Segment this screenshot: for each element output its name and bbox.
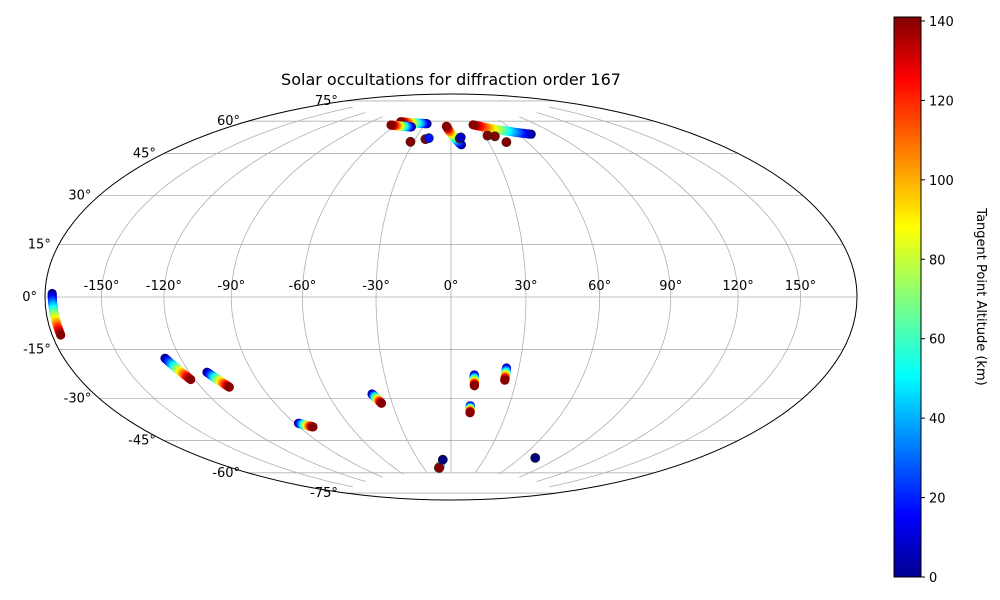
longitude-tick-label: -90° [217, 279, 245, 294]
track-point [386, 120, 396, 130]
longitude-tick-label: 120° [722, 279, 753, 294]
latitude-tick-label: 0° [22, 290, 37, 305]
track-point [376, 398, 387, 408]
colorbar-gradient [893, 16, 922, 578]
longitude-tick-label: 30° [514, 279, 537, 294]
track-point [56, 330, 66, 340]
longitude-tick-label: 150° [785, 279, 816, 294]
colorbar-tick-label: 40 [929, 412, 946, 427]
latitude-tick-label: -75° [310, 486, 338, 501]
data-point [501, 137, 512, 147]
longitude-tick-label: -150° [83, 279, 119, 294]
track-point [224, 382, 234, 392]
chart-title: Solar occultations for diffraction order… [281, 70, 621, 89]
latitude-tick-label: 30° [68, 189, 91, 204]
colorbar-tick-label: 60 [929, 333, 946, 348]
longitude-tick-label: -120° [146, 279, 182, 294]
data-point [437, 454, 448, 465]
data-point [530, 452, 541, 463]
data-tracks [47, 117, 536, 473]
data-point [405, 136, 416, 147]
latitude-tick-label: 75° [315, 94, 338, 109]
colorbar-ticks: 0 20 40 60 80 100 120 140 [921, 15, 954, 586]
colorbar: 0 20 40 60 80 100 120 140 Tangent Point Altitud… [893, 15, 988, 586]
data-point [434, 462, 445, 473]
latitude-tick-label: 60° [217, 114, 240, 129]
colorbar-tick-label: 0 [929, 571, 937, 586]
latitude-tick-label: -60° [212, 466, 240, 481]
data-point [455, 132, 466, 143]
longitude-tick-label: -60° [289, 279, 317, 294]
track-point [186, 374, 196, 385]
track-point [308, 422, 318, 432]
colorbar-label: Tangent Point Altitude (km) [973, 207, 988, 385]
colorbar-tick-label: 140 [929, 15, 954, 30]
data-point [489, 131, 500, 142]
track-point [465, 408, 475, 418]
longitude-tick-label: 90° [659, 279, 682, 294]
map-gridlines [45, 100, 857, 494]
track-point [500, 375, 510, 385]
colorbar-tick-label: 80 [929, 253, 946, 268]
longitude-tick-labels: -150° -120° -90° -60° -30° 0° 30° 60° 90° 120° 150… [83, 279, 816, 294]
longitude-tick-label: 0° [444, 279, 459, 294]
colorbar-tick-label: 20 [929, 492, 946, 507]
longitude-tick-label: 60° [588, 279, 611, 294]
latitude-tick-label: 15° [28, 237, 51, 252]
latitude-tick-label: 45° [133, 146, 156, 161]
track-point [468, 120, 478, 130]
longitude-tick-label: -30° [362, 279, 390, 294]
latitude-tick-label: -45° [128, 434, 156, 449]
colorbar-tick-label: 120 [929, 94, 954, 109]
track-point [441, 121, 451, 131]
data-point [423, 133, 434, 144]
colorbar-tick-label: 100 [929, 174, 954, 189]
data-points [405, 130, 541, 473]
track-point [469, 381, 479, 391]
latitude-tick-label: -15° [23, 343, 51, 358]
latitude-tick-labels: -75° -60° -45° -30° -15° 0° 15° 30° 45° 60° 75° [22, 94, 338, 501]
map-boundary [44, 93, 858, 501]
latitude-tick-label: -30° [64, 392, 92, 407]
